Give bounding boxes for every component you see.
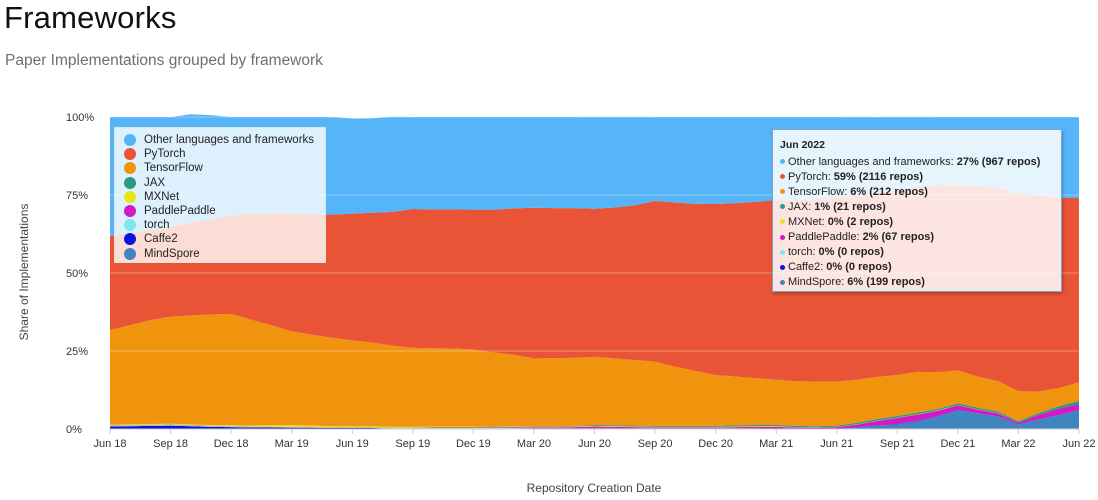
- x-tick-label: Mar 20: [517, 438, 551, 450]
- legend-item[interactable]: PaddlePaddle: [124, 204, 325, 218]
- tooltip-title: Jun 2022: [780, 139, 825, 151]
- legend-label: JAX: [144, 176, 166, 189]
- tooltip-value: 0% (0 repos): [818, 246, 884, 259]
- x-tick-label: Jun 21: [820, 438, 853, 450]
- x-tick-label: Mar 21: [759, 438, 793, 450]
- legend-label: TensorFlow: [144, 162, 203, 175]
- legend-dot-icon: [124, 205, 136, 218]
- x-tick-label: Jun 20: [578, 438, 611, 450]
- tooltip-label: MindSpore:: [788, 276, 845, 289]
- y-tick-label: 100%: [66, 112, 94, 124]
- chart-legend: Other languages and frameworks PyTorch Ten…: [114, 127, 326, 263]
- x-tick-label: Dec 21: [940, 438, 975, 450]
- legend-label: PaddlePaddle: [144, 205, 216, 218]
- tooltip-row: Other languages and frameworks: 27% (967 …: [780, 154, 1061, 169]
- tooltip-value: 6% (199 repos): [847, 276, 925, 289]
- tooltip-label: Caffe2:: [788, 261, 824, 274]
- legend-label: torch: [144, 219, 170, 232]
- x-tick-label: Sep 21: [880, 438, 915, 450]
- tooltip-dot-icon: [780, 234, 785, 240]
- x-tick-label: Jun 19: [336, 438, 369, 450]
- legend-dot-icon: [124, 233, 136, 246]
- tooltip-label: TensorFlow:: [788, 185, 848, 198]
- legend-item[interactable]: Other languages and frameworks: [124, 133, 325, 147]
- tooltip-label: MXNet:: [788, 215, 825, 228]
- y-tick-label: 50%: [66, 268, 88, 280]
- tooltip-label: JAX:: [788, 200, 812, 213]
- tooltip-rows: Other languages and frameworks: 27% (967 …: [780, 154, 1061, 290]
- tooltip-row: Caffe2: 0% (0 repos): [780, 260, 1061, 275]
- legend-item[interactable]: MindSpore: [124, 247, 325, 261]
- tooltip-value: 59% (2116 repos): [833, 170, 924, 183]
- tooltip-dot-icon: [780, 204, 785, 210]
- area-series-tensorflow[interactable]: [110, 313, 1079, 427]
- x-tick-label: Sep 19: [395, 438, 430, 450]
- tooltip-dot-icon: [780, 279, 785, 285]
- tooltip-dot-icon: [780, 159, 785, 165]
- tooltip-value: 27% (967 repos): [956, 155, 1041, 168]
- legend-item[interactable]: Caffe2: [124, 232, 325, 246]
- y-tick-label: 75%: [66, 190, 88, 202]
- tooltip-dot-icon: [780, 219, 785, 225]
- area-series-mxnet[interactable]: [110, 404, 1079, 428]
- tooltip-dot-icon: [780, 264, 785, 270]
- x-tick-label: Jun 22: [1062, 438, 1095, 450]
- legend-dot-icon: [124, 247, 136, 260]
- legend-label: PyTorch: [144, 148, 186, 161]
- tooltip-label: PaddlePaddle:: [788, 231, 860, 244]
- tooltip-label: PyTorch:: [788, 170, 831, 183]
- page-title: Frameworks: [4, 0, 177, 35]
- page-subtitle: Paper Implementations grouped by framewo…: [5, 52, 323, 69]
- tooltip-row: MXNet: 0% (2 repos): [780, 214, 1061, 229]
- hover-tooltip: Jun 2022 Other languages and frameworks:…: [772, 129, 1062, 292]
- x-tick-label: Dec 20: [698, 438, 733, 450]
- legend-dot-icon: [124, 219, 136, 232]
- legend-label: MindSpore: [144, 247, 200, 260]
- tooltip-row: PaddlePaddle: 2% (67 repos): [780, 229, 1061, 244]
- tooltip-value: 1% (21 repos): [814, 200, 886, 213]
- tooltip-row: JAX: 1% (21 repos): [780, 199, 1061, 214]
- tooltip-value: 0% (2 repos): [827, 215, 894, 228]
- tooltip-dot-icon: [780, 249, 785, 255]
- tooltip-row: torch: 0% (0 repos): [780, 245, 1061, 260]
- x-tick-label: Mar 19: [275, 438, 309, 450]
- tooltip-value: 0% (0 repos): [826, 261, 892, 274]
- tooltip-value: 6% (212 repos): [850, 185, 928, 198]
- legend-item[interactable]: PyTorch: [124, 147, 325, 161]
- legend-item[interactable]: MXNet: [124, 190, 325, 204]
- tooltip-row: PyTorch: 59% (2116 repos): [780, 169, 1061, 184]
- tooltip-row: MindSpore: 6% (199 repos): [780, 275, 1061, 290]
- x-tick-label: Jun 18: [93, 438, 126, 450]
- tooltip-label: Other languages and frameworks:: [788, 155, 954, 168]
- y-axis-ticks: 0% 25% 50% 75% 100%: [66, 112, 94, 436]
- legend-dot-icon: [124, 176, 136, 189]
- x-tick-label: Sep 18: [153, 438, 188, 450]
- x-tick-label: Dec 18: [214, 438, 249, 450]
- legend-dot-icon: [124, 190, 136, 203]
- x-tick-label: Sep 20: [638, 438, 673, 450]
- area-series-mindspore[interactable]: [110, 410, 1079, 429]
- legend-label: Other languages and frameworks: [144, 134, 315, 147]
- legend-dot-icon: [124, 134, 136, 147]
- legend-dot-icon: [124, 148, 136, 161]
- y-axis-title: Share of Implementations: [17, 204, 31, 341]
- x-tick-label: Mar 22: [1001, 438, 1035, 450]
- legend-item[interactable]: torch: [124, 218, 325, 232]
- tooltip-dot-icon: [780, 174, 785, 180]
- x-axis-title: Repository Creation Date: [527, 481, 662, 495]
- y-tick-label: 25%: [66, 346, 88, 358]
- legend-item[interactable]: JAX: [124, 176, 325, 190]
- legend-dot-icon: [124, 162, 136, 175]
- x-axis-ticks: Jun 18 Sep 18 Dec 18 Mar 19 Jun 19 Sep 19 Dec …: [93, 429, 1096, 450]
- legend-label: Caffe2: [144, 233, 178, 246]
- x-tick-label: Dec 19: [456, 438, 491, 450]
- legend-label: MXNet: [144, 190, 180, 203]
- area-series-caffe2[interactable]: [110, 409, 1079, 429]
- y-tick-label: 0%: [66, 424, 82, 436]
- tooltip-value: 2% (67 repos): [862, 231, 935, 244]
- tooltip-label: torch:: [788, 246, 816, 259]
- legend-item[interactable]: TensorFlow: [124, 161, 325, 175]
- tooltip-dot-icon: [780, 189, 785, 195]
- tooltip-row: TensorFlow: 6% (212 repos): [780, 184, 1061, 199]
